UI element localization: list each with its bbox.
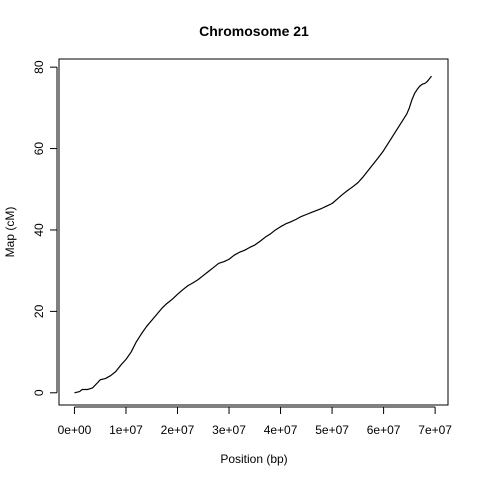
y-axis: 0 20 40 60 80 (32, 60, 58, 396)
x-axis-label: Position (bp) (220, 452, 287, 466)
series-line (74, 75, 432, 394)
y-tick-label: 20 (32, 304, 46, 318)
x-tick-label: 3e+07 (212, 423, 246, 437)
y-tick-label: 60 (32, 142, 46, 156)
x-tick-label: 7e+07 (418, 423, 452, 437)
y-tick-label: 80 (32, 60, 46, 74)
x-tick-label: 1e+07 (109, 423, 143, 437)
x-axis: 0e+00 1e+07 2e+07 3e+07 4e+07 5e+07 6e+07 7e+07 (58, 406, 452, 437)
y-axis-label: Map (cM) (3, 207, 17, 258)
chart-title: Chromosome 21 (199, 23, 309, 39)
x-tick-label: 2e+07 (161, 423, 195, 437)
x-tick-label: 6e+07 (367, 423, 401, 437)
x-tick-label: 4e+07 (264, 423, 298, 437)
y-tick-label: 40 (32, 223, 46, 237)
x-tick-label: 5e+07 (315, 423, 349, 437)
x-tick-label: 0e+00 (58, 423, 92, 437)
plot-box (58, 58, 449, 406)
y-tick-label: 0 (32, 389, 46, 396)
